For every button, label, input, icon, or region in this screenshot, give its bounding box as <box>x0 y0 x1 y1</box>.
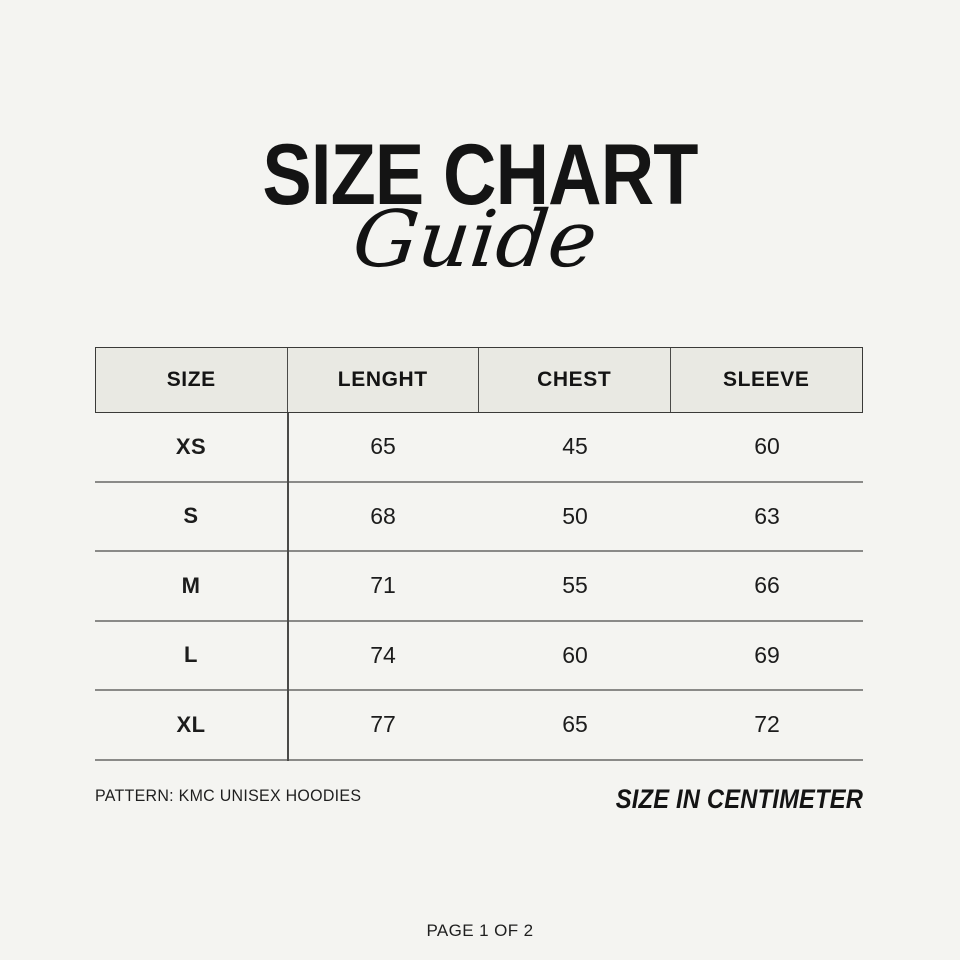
table-row: XL 77 65 72 <box>95 691 863 761</box>
cell-size: XL <box>176 711 206 737</box>
size-chart-table: SIZE LENGHT CHEST SLEEVE XS 65 45 60 S 6… <box>95 347 863 761</box>
cell-sleeve: 72 <box>754 711 780 738</box>
table-header-row: SIZE LENGHT CHEST SLEEVE <box>95 347 863 413</box>
cell-lenght: 68 <box>370 502 396 529</box>
page-indicator: PAGE 1 OF 2 <box>426 921 534 940</box>
cell-chest: 50 <box>562 502 588 529</box>
column-header-chest: CHEST <box>479 348 671 412</box>
table-row: M 71 55 66 <box>95 552 863 622</box>
table-body: XS 65 45 60 S 68 50 63 M 71 55 66 L 74 6… <box>95 413 863 761</box>
table-row: L 74 60 69 <box>95 622 863 691</box>
cell-chest: 55 <box>562 572 588 599</box>
table-row: XS 65 45 60 <box>95 413 863 483</box>
page-title: SIZE CHART <box>262 127 698 223</box>
cell-sleeve: 60 <box>754 433 780 460</box>
cell-size: L <box>184 642 198 668</box>
cell-lenght: 77 <box>370 711 396 738</box>
column-header-sleeve: SLEEVE <box>723 368 810 391</box>
column-header-size: SIZE <box>96 348 288 412</box>
cell-lenght: 71 <box>370 572 396 599</box>
footer-pattern-label: PATTERN: KMC UNISEX HOODIES <box>95 786 362 805</box>
column-divider <box>287 413 289 761</box>
cell-lenght: 74 <box>370 641 396 668</box>
cell-size: XS <box>175 433 207 459</box>
cell-size: M <box>181 572 201 598</box>
cell-chest: 45 <box>562 433 588 460</box>
cell-sleeve: 69 <box>754 641 780 668</box>
table-row: S 68 50 63 <box>95 483 863 552</box>
footer: PATTERN: KMC UNISEX HOODIES SIZE IN CENT… <box>95 784 863 818</box>
cell-sleeve: 66 <box>754 572 780 599</box>
cell-chest: 65 <box>562 711 588 738</box>
footer-unit-label: SIZE IN CENTIMETER <box>615 784 863 814</box>
page-title-script: Guide <box>348 195 602 285</box>
cell-sleeve: 63 <box>754 502 780 529</box>
title-block: SIZE CHART Guide <box>0 132 960 322</box>
cell-lenght: 65 <box>370 433 396 460</box>
cell-chest: 60 <box>562 641 588 668</box>
column-header-lenght: LENGHT <box>288 348 479 412</box>
cell-size: S <box>183 503 199 529</box>
